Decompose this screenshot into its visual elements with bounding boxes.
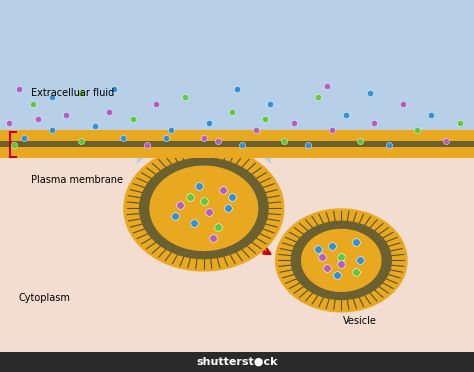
Polygon shape (123, 145, 284, 272)
Polygon shape (137, 0, 271, 164)
Polygon shape (0, 130, 205, 141)
Polygon shape (291, 221, 392, 300)
Bar (0, 67, 474, 158)
Polygon shape (0, 0, 474, 130)
Polygon shape (149, 166, 258, 251)
Polygon shape (201, 130, 474, 141)
Polygon shape (275, 208, 408, 312)
Polygon shape (0, 141, 206, 148)
Polygon shape (301, 229, 382, 292)
Text: Pinocytosis cell: Pinocytosis cell (179, 19, 295, 33)
Text: Extracelluar fluid: Extracelluar fluid (31, 88, 114, 98)
Text: Vesicle: Vesicle (343, 316, 377, 326)
Polygon shape (0, 148, 205, 158)
Text: Cytoplasm: Cytoplasm (19, 293, 71, 302)
Polygon shape (0, 141, 205, 148)
Polygon shape (0, 148, 206, 158)
Polygon shape (201, 148, 474, 158)
Polygon shape (202, 148, 474, 158)
Bar (0, 352, 474, 372)
Text: shutterst●ck: shutterst●ck (196, 357, 278, 366)
Polygon shape (0, 130, 206, 141)
Bar (0, 67, 474, 130)
Polygon shape (202, 130, 474, 141)
Bar (0, 158, 474, 372)
Polygon shape (202, 141, 474, 148)
Polygon shape (139, 157, 269, 259)
Polygon shape (201, 141, 474, 148)
Bar (0, 0, 474, 67)
Text: Plasma membrane: Plasma membrane (31, 176, 123, 185)
